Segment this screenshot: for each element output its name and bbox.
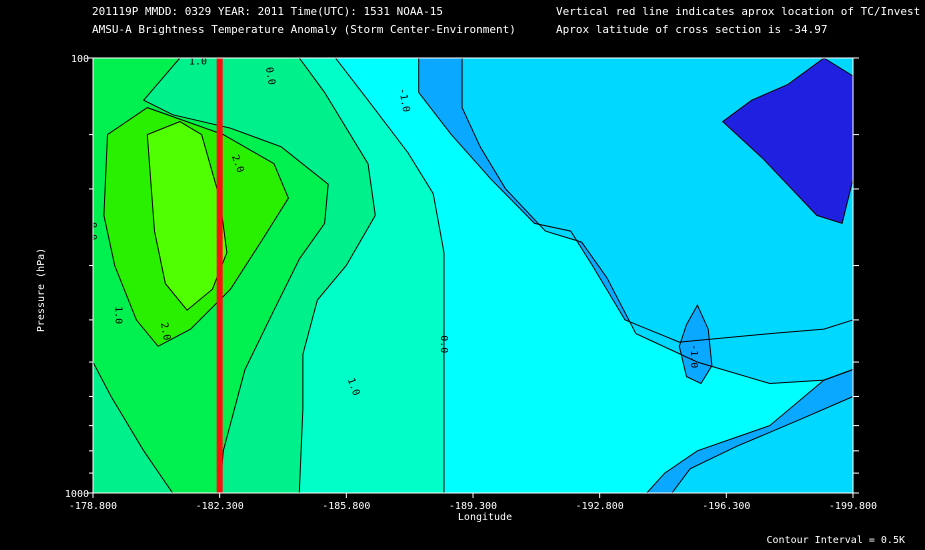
x-tick-label-5: -196.300	[702, 501, 750, 512]
contour-label-9: -1.0	[688, 344, 699, 368]
axes: -178.800 -182.300 -185.800 -189.300 -192.800…	[65, 54, 877, 512]
contour-line-5	[92, 57, 329, 494]
contour-line-0	[418, 57, 854, 494]
header-line2-right: Aprox latitude of cross section is -34.9…	[556, 23, 828, 36]
contour-band-1	[462, 58, 853, 493]
contour-line-8	[678, 304, 713, 385]
contour-bands	[93, 58, 853, 493]
contour-label-2: 1.0	[189, 57, 207, 68]
contour-label-7: 0.0	[438, 335, 449, 353]
y-tick-label-1: 1000	[65, 489, 89, 500]
contour-label-0: -1.0	[396, 87, 411, 113]
contour-line-1	[461, 57, 854, 494]
header-line1-left: 201119P MMDD: 0329 YEAR: 2011 Time(UTC):…	[92, 5, 443, 18]
x-tick-label-6: -199.800	[829, 501, 877, 512]
x-tick-label-3: -189.300	[449, 501, 497, 512]
header-line2-left: AMSU-A Brightness Temperature Anomaly (S…	[92, 23, 516, 36]
contour-label-1: 0.0	[263, 66, 277, 86]
contour-interval-label: Contour Interval = 0.5K	[767, 535, 905, 546]
contour-band-7	[147, 121, 227, 311]
y-tick-label-0: 100	[71, 54, 89, 65]
x-tick-label-4: -192.800	[576, 501, 624, 512]
contour-band-2	[722, 58, 853, 224]
contour-line-6	[103, 107, 289, 347]
x-tick-label-2: -185.800	[322, 501, 370, 512]
header-line1-right: Vertical red line indicates aprox locati…	[556, 5, 921, 18]
contour-label-6: 2.0	[158, 322, 172, 342]
x-axis-label: Longitude	[458, 512, 512, 523]
x-tick-label-0: -178.800	[69, 501, 117, 512]
y-axis-label: Pressure (hPa)	[36, 248, 47, 332]
x-tick-label-1: -182.300	[196, 501, 244, 512]
contour-label-5: 1.0	[112, 306, 123, 324]
